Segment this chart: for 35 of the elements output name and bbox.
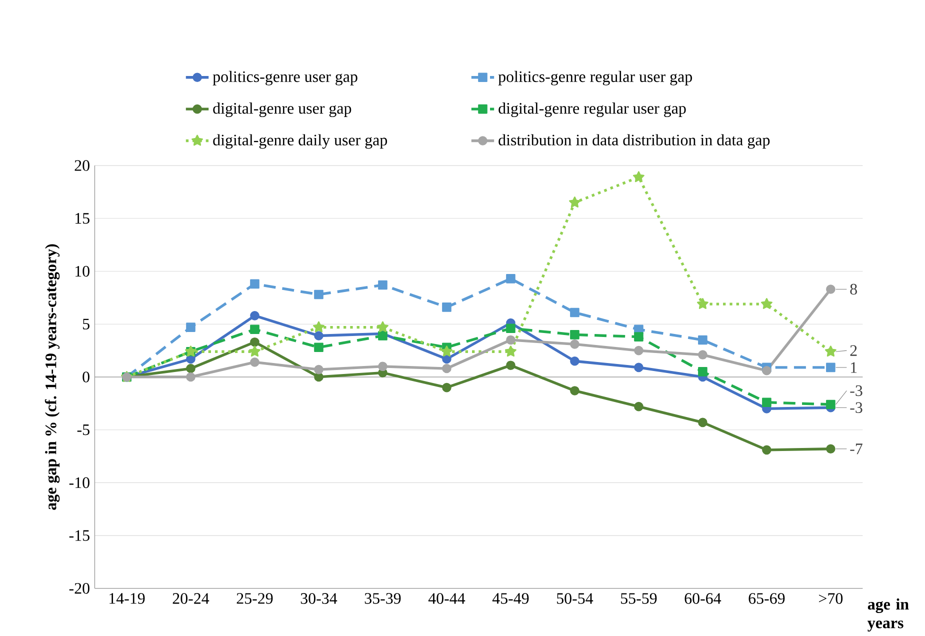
x-tick-label: 35-39 (364, 592, 401, 604)
data-label: -3 (850, 385, 862, 396)
x-tick-label: 60-64 (684, 592, 722, 604)
data-label: -3 (850, 402, 862, 413)
legend-label: politics-genre regular user gap (498, 70, 692, 86)
x-tick-label: 30-34 (300, 592, 338, 604)
legend-label: digital-genre daily user gap (213, 134, 388, 149)
x-tick-label: 40-44 (428, 592, 466, 604)
y-tick-label: -20 (69, 582, 90, 594)
x-axis-title: age in years (868, 598, 909, 632)
x-tick-label: >70 (819, 592, 843, 604)
y-tick-label: 5 (82, 318, 90, 330)
y-tick-label: 20 (74, 160, 90, 171)
data-label: 2 (850, 345, 857, 356)
legend-label: distribution in data distribution in data gap (498, 134, 770, 149)
y-axis-title: age gap in % (cf. 14-19 years-category) (44, 244, 60, 510)
data-label: 8 (850, 284, 857, 294)
legend-label: digital-genre user gap (213, 102, 352, 117)
x-tick-label: 65-69 (748, 592, 785, 604)
x-tick-label: 45-49 (492, 592, 529, 604)
y-tick-label: -15 (69, 530, 90, 541)
x-tick-label: 25-29 (236, 592, 273, 604)
y-tick-label: -10 (69, 477, 90, 488)
y-tick-label: 15 (75, 212, 90, 224)
legend-label: politics-genre user gap (212, 70, 358, 86)
data-label: 1 (851, 362, 857, 373)
legend-label: digital-genre regular user gap (498, 102, 686, 117)
y-tick-label: 0 (82, 371, 90, 382)
data-label: -7 (850, 444, 862, 454)
x-tick-label: 14-19 (110, 592, 145, 604)
x-tick-label: 20-24 (172, 592, 210, 604)
y-tick-label: 10 (75, 266, 90, 276)
x-tick-label: 55-59 (621, 592, 657, 604)
x-tick-label: 50-54 (557, 592, 594, 604)
y-tick-label: -5 (77, 424, 90, 435)
